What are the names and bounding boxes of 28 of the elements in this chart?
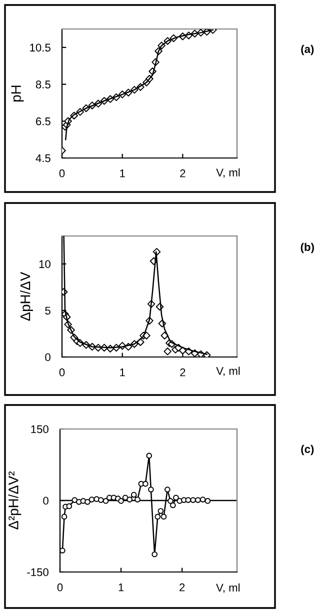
y-axis-title: pH [11, 86, 24, 102]
y-tick-label: 0 [43, 496, 48, 505]
y-tick-label: 8.5 [36, 80, 50, 88]
text: (a) [301, 44, 314, 56]
x-tick-label: 0 [59, 368, 65, 376]
x-tick-label: 1 [120, 170, 125, 178]
y-tick-label: 10 [39, 260, 50, 268]
y-tick-label: 4.5 [36, 154, 50, 162]
y-tick-label: 5 [45, 306, 50, 315]
x-tick-label: 2 [180, 583, 185, 592]
x-tick-label: 1 [120, 368, 125, 376]
y-axis-title: ΔpH/ΔV [20, 272, 33, 321]
y-tick-label: 6.5 [36, 117, 50, 126]
y-tick-label: 0 [45, 353, 50, 362]
x-tick-label: 2 [180, 169, 186, 178]
text: (c) [301, 444, 314, 456]
y-tick-label: 150 [31, 425, 48, 434]
x-axis-title: V, ml [216, 366, 240, 376]
x-tick-label: 1 [118, 584, 124, 592]
y-tick-label: -150 [27, 568, 48, 576]
x-axis-title: V, ml [216, 168, 240, 178]
y-tick-label: 10.5 [30, 44, 50, 52]
x-tick-label: 0 [59, 169, 65, 178]
x-tick-label: 2 [180, 368, 186, 376]
text: (b) [300, 242, 314, 254]
x-axis-title: V, ml [216, 583, 240, 593]
y-axis-title: Δ²pH/ΔV² [8, 471, 22, 530]
x-tick-label: 0 [57, 583, 63, 592]
